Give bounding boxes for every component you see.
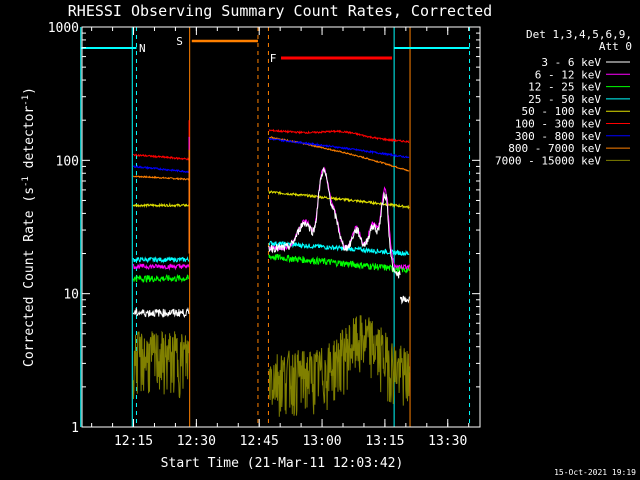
series-12-25-kev-segment-2 bbox=[268, 253, 410, 274]
series-6-12-kev-segment-1 bbox=[132, 262, 190, 271]
series-3-6-kev-segment-1 bbox=[132, 306, 190, 319]
flare-flag-label: F bbox=[270, 52, 277, 65]
series-300-800-kev-segment-2 bbox=[268, 137, 410, 159]
x-tick-label-1: 12:15 bbox=[114, 434, 153, 449]
series-6-12-kev-segment-3 bbox=[400, 264, 410, 270]
y-axis-label-main: Corrected Count Rate (s bbox=[22, 187, 37, 367]
series-3-6-kev-segment-3 bbox=[399, 295, 410, 305]
series-800-7000-kev-segment-1 bbox=[133, 175, 190, 181]
legend-label-7000-15000-kev: 7000 - 15000 keV bbox=[495, 154, 601, 167]
saa-flag-label: S bbox=[176, 35, 183, 48]
legend-label-50-100-kev: 50 - 100 keV bbox=[522, 105, 602, 118]
x-axis-label: Start Time (21-Mar-11 12:03:42) bbox=[161, 456, 404, 471]
legend-header-attenuator: Att 0 bbox=[599, 40, 632, 53]
y-axis-label-end: ) bbox=[22, 87, 37, 95]
x-tick-label-4: 13:00 bbox=[302, 434, 341, 449]
series-800-7000-kev-segment-2 bbox=[268, 136, 410, 172]
series-7000-15000-kev-segment-1 bbox=[132, 330, 190, 400]
series-3-6-kev-segment-2 bbox=[268, 166, 401, 279]
legend-header-detectors: Det 1,3,4,5,6,9, bbox=[526, 28, 632, 41]
legend-label-100-300-kev: 100 - 300 keV bbox=[515, 118, 601, 131]
series-100-300-kev-segment-1 bbox=[133, 153, 190, 161]
legend-label-3-6-kev: 3 - 6 keV bbox=[541, 56, 601, 69]
y-axis: 1 10 100 1000 bbox=[48, 21, 480, 436]
plot-frame bbox=[81, 26, 481, 428]
night-flag-label: N bbox=[139, 42, 146, 55]
series-50-100-kev-segment-1 bbox=[132, 202, 190, 209]
y-tick-label-3: 100 bbox=[56, 154, 79, 169]
legend-label-300-800-kev: 300 - 800 keV bbox=[515, 130, 601, 143]
series-300-800-kev-segment-1 bbox=[133, 164, 189, 173]
plot-area: N S F bbox=[80, 27, 471, 427]
x-tick-label-3: 12:45 bbox=[240, 434, 279, 449]
y-tick-label-1: 1 bbox=[71, 421, 79, 436]
timestamp: 15-Oct-2021 19:19 bbox=[554, 468, 636, 477]
series-100-300-kev-segment-2 bbox=[268, 128, 410, 144]
y-axis-label-mid: detector bbox=[22, 106, 37, 177]
x-tick-label-6: 13:30 bbox=[428, 434, 467, 449]
x-tick-label-2: 12:30 bbox=[177, 434, 216, 449]
legend-label-6-12-kev: 6 - 12 keV bbox=[535, 68, 602, 81]
x-tick-label-5: 13:15 bbox=[365, 434, 404, 449]
legend-label-25-50-kev: 25 - 50 keV bbox=[528, 93, 601, 106]
x-axis: 12:15 12:30 12:45 13:00 13:15 13:30 bbox=[91, 27, 470, 449]
series-7000-15000-kev-segment-2 bbox=[268, 315, 411, 417]
legend-label-800-7000-kev: 800 - 7000 keV bbox=[508, 142, 601, 155]
y-tick-label-2: 10 bbox=[63, 288, 79, 303]
legend-label-12-25-kev: 12 - 25 keV bbox=[528, 81, 601, 94]
y-axis-label-sup2: -1 bbox=[21, 95, 31, 106]
series-12-25-kev-segment-1 bbox=[132, 273, 190, 284]
series-50-100-kev-segment-2 bbox=[268, 190, 410, 210]
chart-title: RHESSI Observing Summary Count Rates, Co… bbox=[68, 2, 492, 20]
y-axis-label: Corrected Count Rate (s-1 detector-1) bbox=[21, 87, 37, 367]
series-25-50-kev-segment-1 bbox=[132, 256, 190, 264]
y-axis-label-sup1: -1 bbox=[21, 176, 31, 187]
y-tick-label-4: 1000 bbox=[48, 21, 79, 36]
